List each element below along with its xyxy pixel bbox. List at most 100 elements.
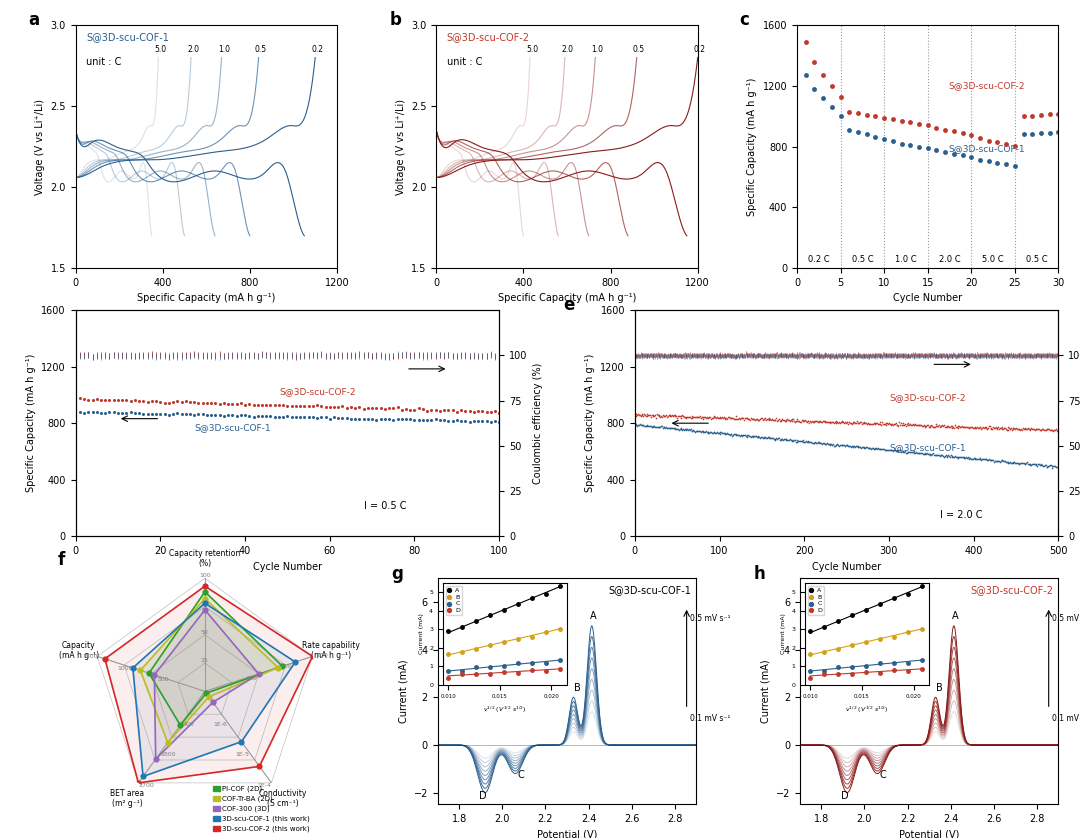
Point bbox=[269, 661, 286, 675]
Text: A: A bbox=[590, 611, 596, 621]
Text: 0.5 mV s⁻¹: 0.5 mV s⁻¹ bbox=[690, 614, 730, 623]
Text: S@3D-scu-COF-1: S@3D-scu-COF-1 bbox=[86, 33, 168, 43]
Text: 600: 600 bbox=[281, 665, 293, 670]
X-axis label: Specific Capacity (mA h g⁻¹): Specific Capacity (mA h g⁻¹) bbox=[137, 293, 275, 303]
Point bbox=[134, 770, 151, 784]
Text: g: g bbox=[391, 565, 403, 582]
Text: S@3D-scu-COF-2: S@3D-scu-COF-2 bbox=[948, 81, 1025, 91]
Text: D: D bbox=[480, 790, 487, 800]
Text: 0.1 mV s⁻¹: 0.1 mV s⁻¹ bbox=[1052, 714, 1080, 723]
Y-axis label: Specific Capacity (mA h g⁻¹): Specific Capacity (mA h g⁻¹) bbox=[26, 354, 36, 493]
Text: 1E-4: 1E-4 bbox=[257, 783, 271, 788]
Text: unit : C: unit : C bbox=[447, 57, 482, 67]
Point bbox=[96, 652, 113, 665]
Text: S@3D-scu-COF-1: S@3D-scu-COF-1 bbox=[889, 443, 966, 453]
Text: S@3D-scu-COF-2: S@3D-scu-COF-2 bbox=[970, 585, 1053, 595]
Text: 75: 75 bbox=[201, 602, 208, 607]
Text: 5.0: 5.0 bbox=[154, 45, 166, 54]
Text: 0.1 mV s⁻¹: 0.1 mV s⁻¹ bbox=[690, 714, 730, 723]
Text: 2700: 2700 bbox=[138, 783, 154, 788]
Text: f: f bbox=[58, 551, 65, 569]
Point bbox=[197, 597, 214, 610]
Y-axis label: Coulombic efficiency (%): Coulombic efficiency (%) bbox=[532, 363, 543, 484]
Point bbox=[197, 585, 214, 598]
Point bbox=[200, 691, 217, 704]
Text: 0.2: 0.2 bbox=[693, 45, 706, 54]
Text: A: A bbox=[951, 611, 958, 621]
Text: 500: 500 bbox=[158, 677, 170, 682]
Point bbox=[198, 686, 215, 700]
Text: B: B bbox=[936, 683, 943, 693]
Text: 0.5: 0.5 bbox=[255, 45, 267, 54]
Text: 100: 100 bbox=[199, 573, 211, 578]
Point bbox=[146, 668, 163, 681]
Polygon shape bbox=[133, 603, 295, 777]
Point bbox=[172, 718, 189, 732]
Text: I = 2.0 C: I = 2.0 C bbox=[940, 510, 983, 520]
Y-axis label: Specific Capacity (mA h g⁻¹): Specific Capacity (mA h g⁻¹) bbox=[585, 354, 595, 493]
X-axis label: Potential (V): Potential (V) bbox=[537, 830, 597, 838]
Text: 5.0: 5.0 bbox=[526, 45, 538, 54]
Text: 2.0: 2.0 bbox=[561, 45, 573, 54]
Point bbox=[159, 736, 176, 749]
Polygon shape bbox=[105, 586, 312, 783]
Polygon shape bbox=[149, 592, 282, 725]
Text: e: e bbox=[563, 297, 575, 314]
Point bbox=[273, 660, 291, 673]
Text: 1E-6: 1E-6 bbox=[213, 722, 227, 727]
Point bbox=[303, 649, 321, 663]
Text: S@3D-scu-COF-2: S@3D-scu-COF-2 bbox=[889, 394, 966, 402]
Text: I = 0.5 C: I = 0.5 C bbox=[364, 501, 406, 511]
Text: 5.0 C: 5.0 C bbox=[982, 256, 1004, 264]
Point bbox=[140, 666, 158, 680]
X-axis label: Cycle Number: Cycle Number bbox=[253, 561, 322, 572]
Point bbox=[251, 760, 268, 773]
Text: D: D bbox=[841, 790, 849, 800]
Text: C: C bbox=[517, 770, 524, 780]
Polygon shape bbox=[154, 610, 259, 759]
Y-axis label: Current (mA): Current (mA) bbox=[760, 660, 770, 723]
X-axis label: Cycle Number: Cycle Number bbox=[893, 293, 962, 303]
Point bbox=[132, 664, 149, 677]
Text: b: b bbox=[389, 11, 401, 28]
Point bbox=[233, 735, 251, 748]
Point bbox=[197, 592, 214, 605]
Text: 25: 25 bbox=[201, 658, 208, 663]
Legend: PI-COF (2D), COF-Tr-BA (2D), COF-300 (3D), 3D-scu-COF-1 (this work), 3D-scu-COF-: PI-COF (2D), COF-Tr-BA (2D), COF-300 (3D… bbox=[211, 783, 312, 835]
Text: 1.0: 1.0 bbox=[218, 45, 230, 54]
X-axis label: Specific Capacity (mA h g⁻¹): Specific Capacity (mA h g⁻¹) bbox=[498, 293, 636, 303]
Point bbox=[286, 655, 303, 669]
Polygon shape bbox=[140, 598, 278, 742]
Text: 1.0 C: 1.0 C bbox=[895, 256, 917, 264]
Point bbox=[147, 753, 164, 766]
X-axis label: Potential (V): Potential (V) bbox=[899, 830, 959, 838]
Text: B: B bbox=[575, 683, 581, 693]
Point bbox=[130, 776, 147, 789]
X-axis label: Cycle Number: Cycle Number bbox=[812, 561, 881, 572]
Text: 1800: 1800 bbox=[161, 753, 176, 758]
Y-axis label: Current (mA): Current (mA) bbox=[399, 660, 408, 723]
Point bbox=[124, 661, 141, 675]
Text: 2.0: 2.0 bbox=[187, 45, 199, 54]
Point bbox=[204, 696, 221, 709]
Text: 0.2 C: 0.2 C bbox=[808, 256, 829, 264]
Text: 1500: 1500 bbox=[82, 654, 97, 659]
Text: 1.0: 1.0 bbox=[592, 45, 604, 54]
Text: 0.5: 0.5 bbox=[633, 45, 645, 54]
Text: 0.5 mV s⁻¹: 0.5 mV s⁻¹ bbox=[1052, 614, 1080, 623]
Point bbox=[197, 579, 214, 592]
Y-axis label: Specific Capacity (mA h g⁻¹): Specific Capacity (mA h g⁻¹) bbox=[747, 77, 757, 216]
Point bbox=[197, 603, 214, 617]
Text: 1E-5: 1E-5 bbox=[235, 753, 249, 758]
Text: unit : C: unit : C bbox=[86, 57, 121, 67]
Y-axis label: Voltage (V vs Li⁺/Li): Voltage (V vs Li⁺/Li) bbox=[35, 99, 45, 194]
Text: 2.0 C: 2.0 C bbox=[939, 256, 960, 264]
Text: 0.2: 0.2 bbox=[311, 45, 323, 54]
Text: 900: 900 bbox=[316, 653, 328, 658]
Y-axis label: Voltage (V vs Li⁺/Li): Voltage (V vs Li⁺/Li) bbox=[395, 99, 405, 194]
Text: 1000: 1000 bbox=[118, 665, 133, 670]
Text: 300: 300 bbox=[245, 675, 257, 680]
Text: C: C bbox=[879, 770, 886, 780]
Text: S@3D-scu-COF-1: S@3D-scu-COF-1 bbox=[194, 423, 271, 432]
Text: 0.5 C: 0.5 C bbox=[851, 256, 873, 264]
